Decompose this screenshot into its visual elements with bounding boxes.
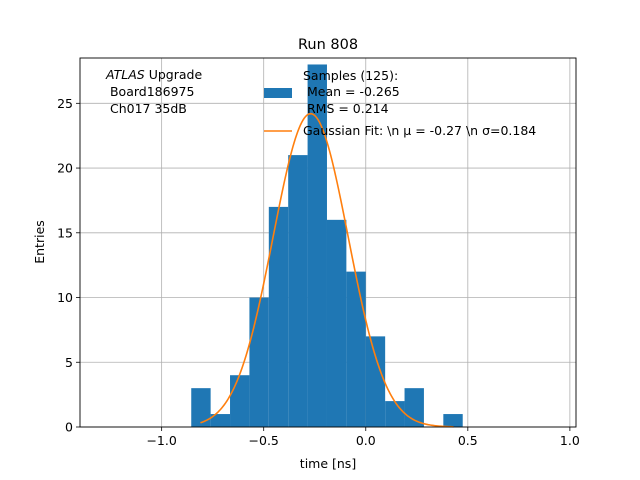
histogram-bar [307, 64, 327, 427]
annotation-upgrade: Upgrade [145, 67, 203, 82]
histogram-bar [249, 297, 269, 427]
x-tick-label: −1.0 [146, 433, 176, 448]
histogram-bar [268, 206, 289, 427]
histogram-bar [288, 155, 308, 427]
histogram-bars [191, 64, 463, 427]
histogram-bar [385, 401, 405, 427]
x-tick-label: 0.0 [356, 433, 376, 448]
y-tick-label: 25 [57, 96, 73, 111]
histogram-bar [326, 219, 347, 427]
histogram-bar [365, 336, 386, 427]
annotation-channel: Ch017 35dB [106, 101, 187, 116]
y-tick-label: 20 [57, 161, 73, 176]
annotation-board: Board186975 [106, 84, 194, 99]
histogram-bar [443, 414, 463, 427]
y-tick-label: 10 [57, 290, 73, 305]
legend-histogram-line2: Mean = -0.265 [303, 84, 400, 99]
legend-histogram-swatch [264, 88, 292, 98]
legend: Samples (125): Mean = -0.265 RMS = 0.214… [264, 68, 536, 138]
legend-fit-label: Gaussian Fit: \n μ = -0.27 \n σ=0.184 [303, 123, 536, 138]
histogram-bar [191, 388, 211, 427]
chart-title: Run 808 [298, 37, 358, 53]
histogram-bar [346, 271, 366, 427]
x-tick-label: −0.5 [249, 433, 279, 448]
svg-text:ATLAS Upgrade: ATLAS Upgrade [105, 67, 202, 82]
y-tick-label: 15 [57, 225, 73, 240]
y-axis-ticks: 0 5 10 15 20 25 [57, 96, 80, 435]
legend-histogram-line3: RMS = 0.214 [303, 101, 389, 116]
gaussian-fit-curve [200, 112, 454, 428]
atlas-annotation: ATLAS Upgrade Board186975 Ch017 35dB [105, 67, 202, 116]
plot-frame [79, 57, 577, 428]
y-axis-label: Entries [32, 220, 47, 264]
y-tick-label: 0 [65, 420, 73, 435]
x-tick-label: 1.0 [560, 433, 580, 448]
x-tick-label: 0.5 [458, 433, 478, 448]
x-axis-ticks: −1.0 −0.5 0.0 0.5 1.0 [146, 427, 580, 448]
histogram-bar [230, 375, 250, 427]
annotation-atlas: ATLAS [105, 67, 145, 82]
legend-histogram-line1: Samples (125): [303, 68, 398, 83]
histogram-bar [404, 388, 424, 427]
y-tick-label: 5 [65, 355, 73, 370]
x-axis-label: time [ns] [300, 456, 356, 471]
histogram-bar [210, 414, 231, 427]
